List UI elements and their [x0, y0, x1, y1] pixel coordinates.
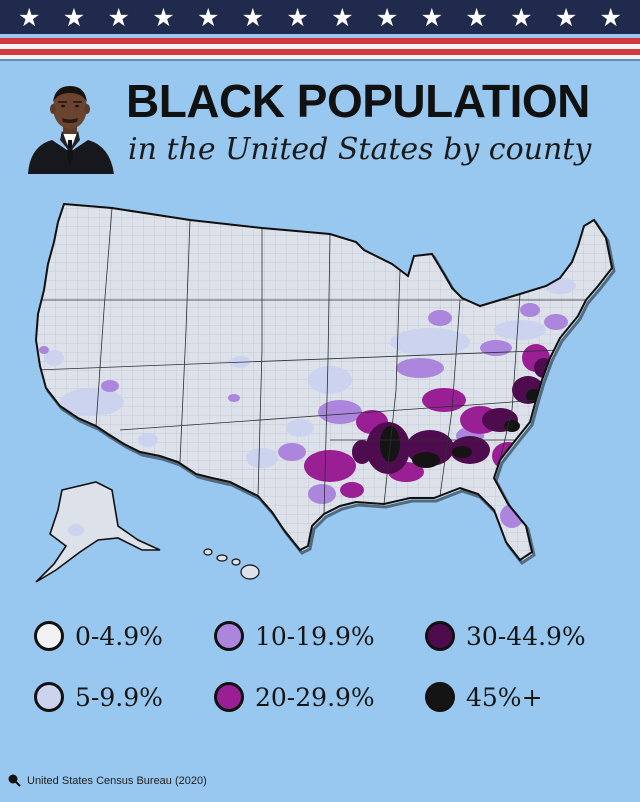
- flag-stripe: [0, 55, 640, 59]
- star-icon: ★: [107, 2, 130, 32]
- star-icon: ★: [18, 2, 41, 32]
- legend-label: 10-19.9%: [255, 621, 375, 651]
- star-icon: ★: [420, 2, 444, 32]
- legend-item: 20-29.9%: [214, 682, 375, 712]
- star-icon: ★: [465, 2, 488, 32]
- star-icon: ★: [331, 2, 354, 32]
- legend-label: 30-44.9%: [466, 621, 586, 651]
- flag-stripe: [0, 59, 640, 61]
- us-county-map: [35, 203, 616, 583]
- legend-swatch: [34, 682, 64, 712]
- star-icon: ★: [286, 2, 309, 32]
- star-icon: ★: [554, 2, 578, 32]
- legend-label: 45%+: [466, 682, 543, 712]
- legend-item: 5-9.9%: [34, 682, 163, 712]
- star-banner: ★ ★ ★ ★ ★ ★ ★ ★ ★ ★ ★ ★ ★ ★: [0, 0, 640, 34]
- legend-label: 5-9.9%: [75, 682, 163, 712]
- legend-swatch: [34, 621, 64, 651]
- star-icon: ★: [62, 2, 86, 32]
- legend-item: 30-44.9%: [425, 621, 586, 651]
- alaska-inset: [35, 481, 161, 583]
- legend-item: 0-4.9%: [34, 621, 163, 651]
- star-icon: ★: [510, 2, 533, 32]
- legend-label: 0-4.9%: [75, 621, 163, 651]
- flag-stripe: [0, 44, 640, 49]
- star-icon: ★: [241, 2, 265, 32]
- page-title: BLACK POPULATION: [126, 75, 590, 127]
- legend-swatch: [425, 621, 455, 651]
- legend-swatch: [214, 621, 244, 651]
- star-icon: ★: [375, 2, 399, 32]
- legend-swatch: [214, 682, 244, 712]
- star-icon: ★: [599, 2, 622, 32]
- legend-swatch: [425, 682, 455, 712]
- source-text: United States Census Bureau (2020): [27, 774, 207, 787]
- page-subtitle: in the United States by county: [128, 132, 592, 167]
- flag-stripe: [0, 38, 640, 44]
- legend-item: 10-19.9%: [214, 621, 375, 651]
- star-icon: ★: [196, 2, 220, 32]
- hawaii-inset: [203, 548, 260, 580]
- legend-label: 20-29.9%: [255, 682, 375, 712]
- legend-item: 45%+: [425, 682, 543, 712]
- magnifier-icon: [8, 774, 21, 787]
- flag-stripe: [0, 49, 640, 55]
- source-credit: United States Census Bureau (2020): [8, 774, 207, 787]
- star-icon: ★: [152, 2, 175, 32]
- portrait-illustration: [28, 86, 114, 174]
